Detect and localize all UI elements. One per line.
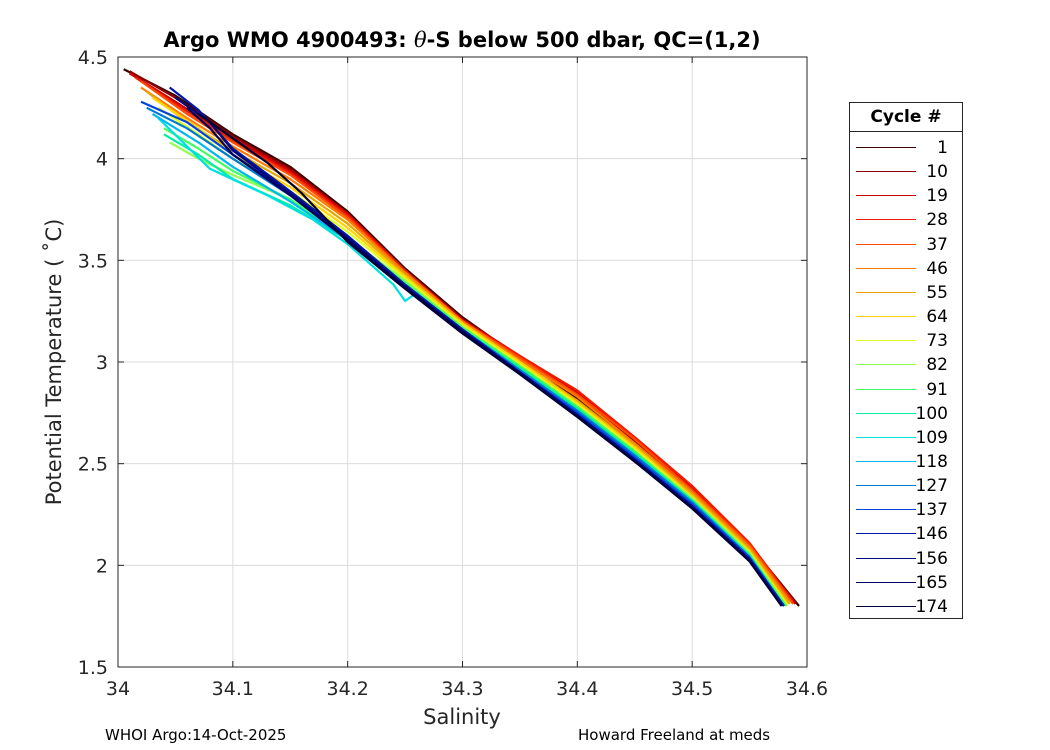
legend-entry: 64 — [850, 305, 962, 329]
legend-entry: 174 — [850, 595, 962, 619]
legend-swatch — [856, 340, 916, 342]
legend-entry: 156 — [850, 547, 962, 571]
legend-label: 174 — [915, 596, 948, 617]
legend-entry: 127 — [850, 474, 962, 498]
x-tick-label: 34 — [106, 678, 130, 700]
legend-label: 1 — [937, 138, 948, 158]
chart-title: Argo WMO 4900493: θ-S below 500 dbar, QC… — [163, 28, 760, 52]
legend-entry: 82 — [850, 353, 962, 377]
y-tick-label: 1.5 — [78, 657, 108, 679]
legend-entry: 100 — [850, 402, 962, 426]
y-axis-label: Potential Temperature ( ˚C) — [42, 219, 66, 506]
legend-swatch — [856, 436, 916, 438]
legend-swatch — [856, 316, 916, 318]
legend-label: 55 — [926, 282, 948, 303]
series-lines — [123, 68, 800, 607]
legend-label: 127 — [915, 476, 948, 497]
legend-swatch — [856, 581, 916, 583]
legend-swatch — [856, 557, 916, 559]
legend-label: 64 — [926, 307, 948, 328]
legend-swatch — [856, 195, 916, 197]
legend: Cycle # 1 10 19 28 37 46 55 64 73 82 91 100 109 118 12… — [849, 102, 963, 619]
legend-swatch — [856, 219, 916, 221]
x-axis-label: Salinity — [423, 705, 501, 729]
legend-label: 19 — [926, 186, 948, 207]
series-line-cycle-46 — [140, 86, 791, 603]
x-tick-label: 34.3 — [441, 678, 483, 700]
legend-entry: 46 — [850, 257, 962, 281]
legend-label: 37 — [926, 234, 948, 255]
legend-entry: 91 — [850, 378, 962, 402]
legend-entry: 10 — [850, 160, 962, 184]
footer-credit: Howard Freeland at meds — [578, 726, 771, 744]
y-tick-label: 2.5 — [78, 454, 108, 476]
y-tick-label: 4.5 — [78, 47, 108, 69]
legend-entry: 28 — [850, 208, 962, 232]
legend-label: 109 — [915, 427, 948, 448]
legend-label: 10 — [926, 162, 948, 183]
y-tick-label: 2 — [96, 555, 108, 577]
legend-label: 46 — [926, 258, 948, 279]
legend-label: 156 — [915, 548, 948, 569]
legend-swatch — [856, 147, 916, 148]
legend-label: 28 — [926, 210, 948, 231]
legend-swatch — [856, 243, 916, 245]
x-tick-label: 34.5 — [671, 678, 713, 700]
legend-swatch — [856, 388, 916, 390]
legend-entry: 137 — [850, 498, 962, 522]
legend-entry: 146 — [850, 522, 962, 546]
legend-entry: 55 — [850, 281, 962, 305]
legend-swatch — [856, 485, 916, 487]
legend-entry: 118 — [850, 450, 962, 474]
grid-lines — [118, 57, 807, 667]
legend-label: 82 — [926, 355, 948, 376]
legend-entry: 109 — [850, 426, 962, 450]
legend-title: Cycle # — [850, 103, 962, 132]
y-tick-label: 4 — [96, 149, 108, 171]
axis-ticks: 34 34.1 34.2 34.3 34.4 34.5 34.6 1.5 2 2.5 3 3.5 4 4.… — [78, 47, 828, 700]
legend-swatch — [856, 171, 916, 173]
legend-swatch — [856, 460, 916, 462]
x-tick-label: 34.2 — [327, 678, 369, 700]
legend-entry: 37 — [850, 233, 962, 257]
legend-label: 118 — [915, 451, 948, 472]
legend-entry: 19 — [850, 184, 962, 208]
legend-label: 91 — [926, 379, 948, 400]
y-tick-label: 3 — [96, 352, 108, 374]
legend-swatch — [856, 509, 916, 511]
x-tick-label: 34.6 — [786, 678, 828, 700]
legend-swatch — [856, 267, 916, 269]
legend-swatch — [856, 412, 916, 414]
legend-swatch — [856, 605, 916, 607]
legend-label: 137 — [915, 500, 948, 521]
x-tick-label: 34.1 — [212, 678, 254, 700]
legend-label: 100 — [915, 403, 948, 424]
y-tick-label: 3.5 — [78, 250, 108, 272]
legend-swatch — [856, 364, 916, 366]
series-line-cycle-174 — [197, 113, 783, 607]
x-tick-label: 34.4 — [556, 678, 598, 700]
legend-label: 165 — [915, 572, 948, 593]
legend-label: 73 — [926, 331, 948, 352]
footer-source: WHOI Argo:14-Oct-2025 — [105, 726, 287, 744]
legend-swatch — [856, 533, 916, 535]
legend-label: 146 — [915, 524, 948, 545]
legend-entry: 165 — [850, 571, 962, 595]
legend-entry: 73 — [850, 329, 962, 353]
legend-swatch — [856, 291, 916, 293]
legend-entry: 1 — [850, 136, 962, 160]
